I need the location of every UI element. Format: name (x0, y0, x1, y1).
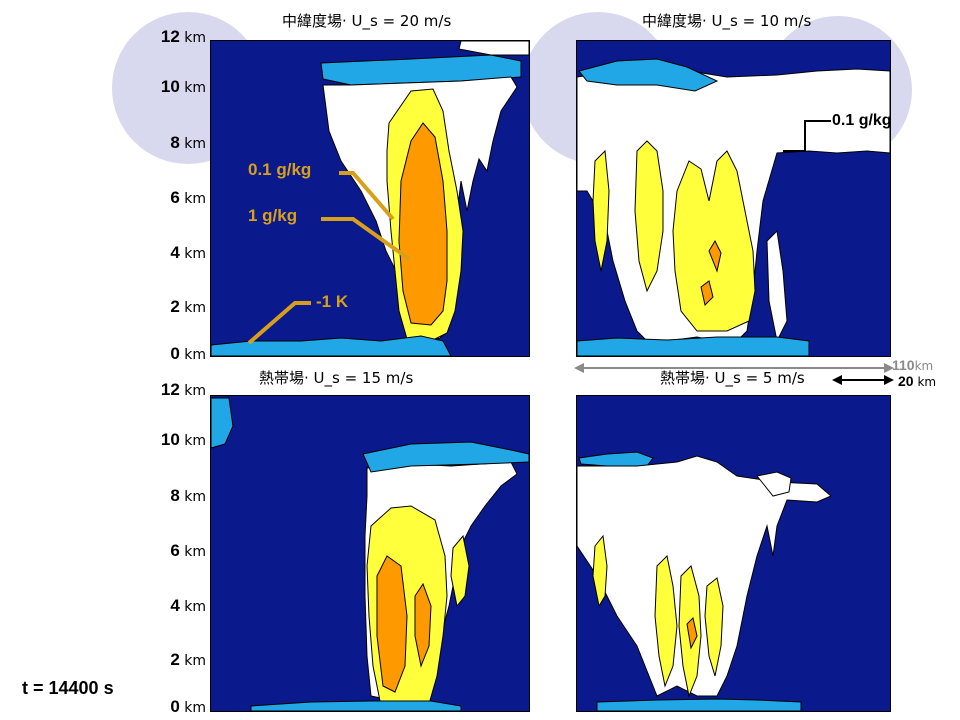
cold-pool-light-blue (596, 698, 802, 711)
scale-bar-label: 20 km (898, 373, 937, 389)
panel-title-4: 熱帯場· U_s = 5 m/s (660, 369, 805, 387)
annotation-leader-line (247, 301, 311, 345)
cloud-anvil-light-blue (362, 441, 529, 473)
cloud-region-yellow (654, 554, 678, 688)
cloud-region-white (577, 455, 832, 697)
y-tick-label: 4 km (170, 243, 206, 262)
annotation-cold-pool: -1 K (316, 292, 349, 311)
contour-panel-2 (576, 40, 891, 357)
y-tick-label: 10 km (160, 77, 206, 96)
y-tick-label: 12 km (160, 380, 206, 399)
panel-title-2: 中緯度場· U_s = 10 m/s (642, 12, 812, 30)
annotation-leader-line (339, 171, 395, 221)
cloud-anvil-light-blue (320, 54, 522, 86)
domain-width-arrow (574, 363, 894, 373)
cloud-region-white (756, 471, 792, 497)
y-tick-label: 8 km (170, 133, 206, 152)
y-tick-label: 6 km (170, 541, 206, 560)
annotation-leader-line (783, 120, 831, 152)
time-label: t = 14400 s (22, 678, 114, 698)
cloud-region-white (766, 229, 788, 343)
cloud-core-orange (708, 239, 722, 273)
cloud-region-yellow (592, 534, 608, 608)
cloud-anvil-white (458, 41, 529, 56)
cloud-region-yellow (450, 534, 470, 608)
contour-panel-1 (210, 40, 530, 357)
cold-pool-light-blue (211, 335, 452, 356)
cloud-core-orange (700, 280, 714, 306)
contour-panel-4 (576, 395, 891, 712)
contour-panel-3 (210, 395, 530, 712)
scale-bar-arrow (832, 375, 894, 385)
y-tick-label: 2 km (170, 650, 206, 669)
annotation-mixing-ratio-low: 0.1 g/kg (248, 160, 312, 179)
y-tick-label: 0 km (170, 344, 206, 363)
y-tick-label: 12 km (160, 27, 206, 46)
annotation-leader-line (321, 217, 411, 261)
cloud-region-yellow (704, 577, 724, 677)
y-tick-label: 0 km (170, 697, 206, 716)
y-tick-label: 2 km (170, 297, 206, 316)
cloud-region-yellow (592, 149, 610, 272)
annotation-panel2-mixing-ratio: 0.1 g/kg (832, 112, 892, 129)
cloud-core-orange (398, 122, 448, 326)
y-tick-label: 6 km (170, 188, 206, 207)
cold-pool-light-blue (250, 700, 462, 711)
y-tick-label: 4 km (170, 596, 206, 615)
cloud-core-orange (414, 582, 432, 668)
y-tick-label: 10 km (160, 430, 206, 449)
panel-title-3: 熱帯場· U_s = 15 m/s (259, 369, 414, 387)
cloud-anvil-light-blue (211, 397, 234, 449)
panel-title-1: 中緯度場· U_s = 20 m/s (282, 12, 452, 30)
cold-pool-light-blue (577, 336, 810, 356)
cloud-anvil-light-blue (578, 58, 719, 92)
cloud-region-yellow (634, 140, 664, 293)
cloud-core-orange (376, 555, 408, 693)
cloud-core-orange (686, 617, 698, 650)
annotation-mixing-ratio-high: 1 g/kg (248, 206, 298, 225)
cloud-region-yellow (672, 150, 756, 332)
cloud-anvil-light-blue (578, 451, 654, 467)
y-tick-label: 8 km (170, 486, 206, 505)
domain-width-label: 110km (892, 357, 934, 373)
